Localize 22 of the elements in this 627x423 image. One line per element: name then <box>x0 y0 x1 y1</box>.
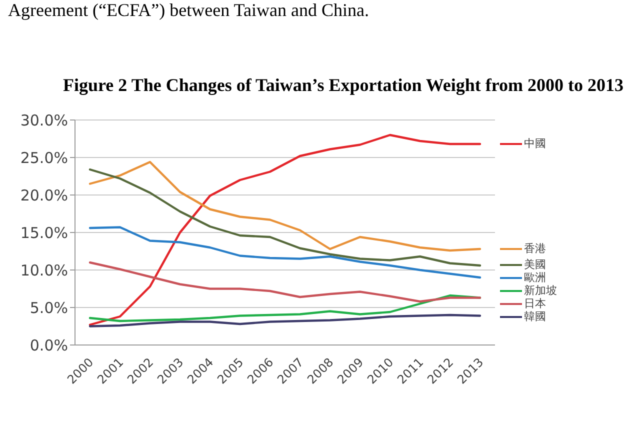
line-series <box>88 160 482 252</box>
legend-label: 香港 <box>524 242 546 255</box>
line-series <box>88 261 482 303</box>
y-tick-label: 5.0% <box>30 298 68 317</box>
text: Agreement (“ECFA”) between Taiwan and China. <box>8 0 369 20</box>
legend-label: 日本 <box>524 296 546 310</box>
line-series <box>88 314 482 328</box>
line-series <box>88 168 482 267</box>
y-tick-label: 10.0% <box>20 261 68 280</box>
line-series <box>88 134 482 326</box>
legend-label: 韓國 <box>524 310 546 323</box>
legend-label: 中國 <box>524 137 546 150</box>
y-tick-label: 30.0% <box>20 111 68 130</box>
legend-label: 美國 <box>524 258 546 271</box>
line-series <box>88 226 482 279</box>
legend-label: 新加坡 <box>524 284 557 297</box>
y-tick-label: 25.0% <box>20 148 68 167</box>
y-tick-label: 20.0% <box>20 186 68 204</box>
y-tick-label: 15.0% <box>20 224 68 242</box>
y-tick-label: 0.0% <box>30 336 68 354</box>
chart-title: Figure 2 The Changes of Taiwan’s Exportation Weight from 2000 to 2013 <box>63 74 624 96</box>
legend-label: 歐洲 <box>524 270 546 284</box>
